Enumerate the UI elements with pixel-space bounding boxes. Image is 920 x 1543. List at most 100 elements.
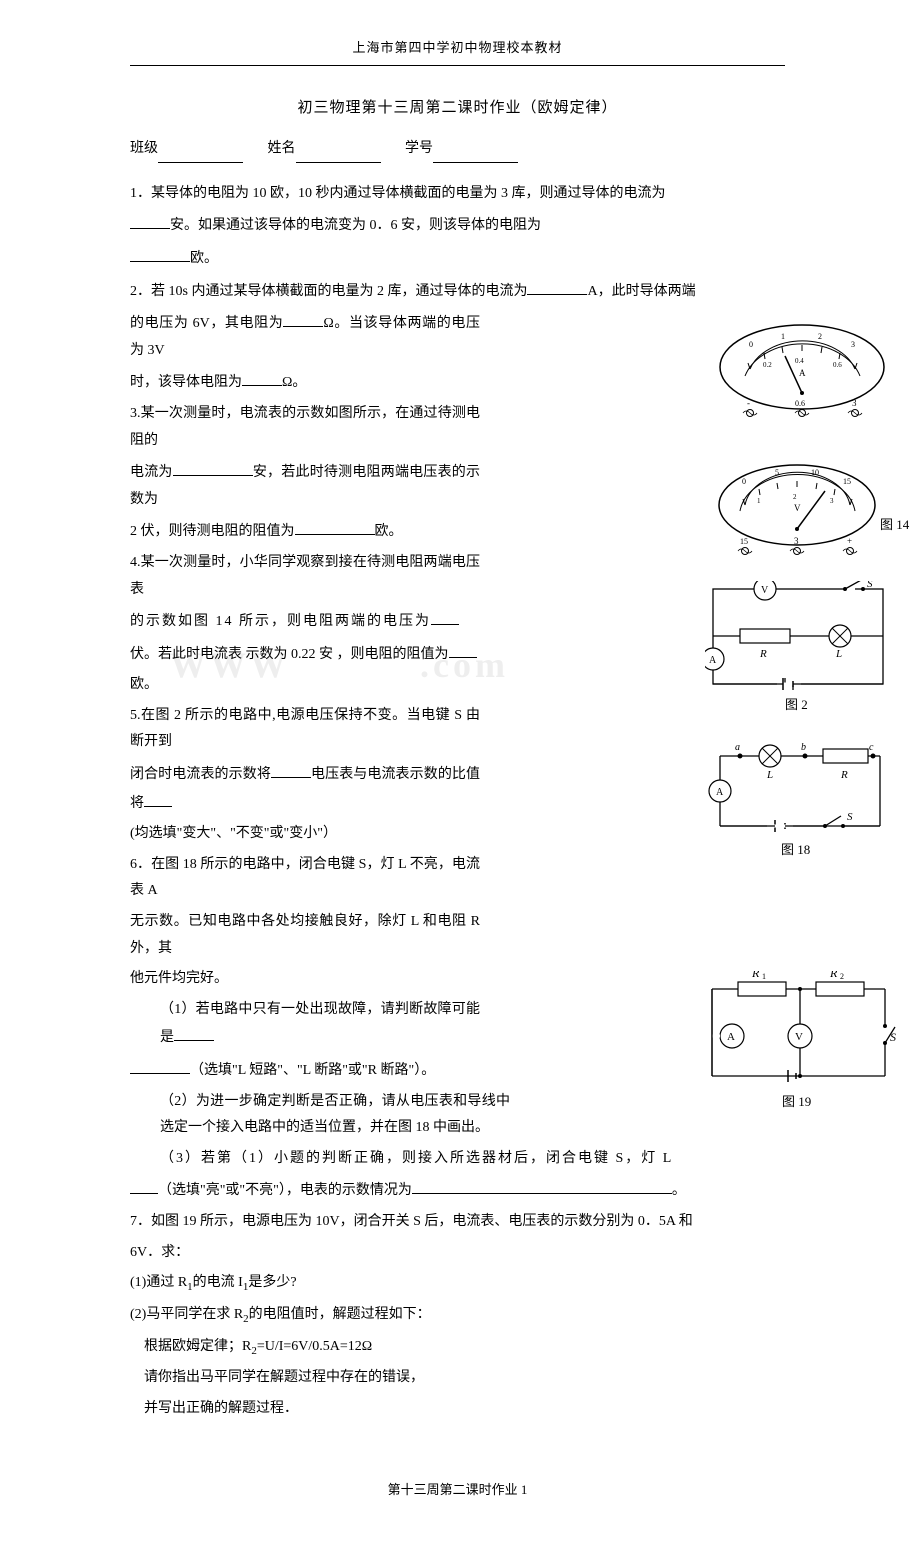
worksheet-title: 初三物理第十三周第二课时作业（欧姆定律） — [130, 94, 785, 123]
ammeter-unit: A — [799, 368, 806, 378]
name-blank[interactable] — [296, 145, 381, 163]
svg-text:V: V — [761, 585, 769, 596]
svg-text:10: 10 — [811, 468, 819, 477]
svg-text:R: R — [829, 971, 838, 980]
q7-line2: 6V．求： — [130, 1240, 480, 1267]
svg-text:L: L — [835, 648, 842, 660]
svg-text:0: 0 — [742, 477, 746, 486]
svg-text:S: S — [890, 1030, 896, 1044]
tick-3: 3 — [851, 340, 855, 349]
q3-line1: 3.某一次测量时，电流表的示数如图所示，在通过待测电阻的 — [130, 401, 480, 454]
q5-blank1[interactable] — [271, 760, 311, 778]
q1-line1: 1．某导体的电阻为 10 欧，10 秒内通过导体横截面的电量为 3 库，则通过导… — [130, 181, 785, 208]
q6-blank2[interactable] — [130, 1176, 158, 1194]
q6-sub3b: （选填"亮"或"不亮"），电表的示数情况为。 — [130, 1176, 785, 1205]
q7-line1: 7．如图 19 所示，电源电压为 10V，闭合开关 S 后，电流表、电压表的示数… — [130, 1209, 785, 1236]
tick-04: 0.4 — [795, 357, 804, 365]
q1-blank1[interactable] — [130, 211, 170, 229]
tick-2: 2 — [818, 332, 822, 341]
svg-text:V: V — [795, 1031, 803, 1043]
q7-sub3: 根据欧姆定律；R2=U/I=6V/0.5A=12Ω — [130, 1334, 480, 1362]
q2-blank3[interactable] — [242, 368, 282, 386]
svg-text:A: A — [709, 655, 717, 666]
q1-line3: 欧。 — [130, 244, 785, 273]
q5-line2: 闭合时电流表的示数将电压表与电流表示数的比值将 — [130, 760, 480, 817]
fig19-circuit: R1 R2 S A V 图 19 — [700, 971, 900, 1132]
svg-text:5: 5 — [775, 468, 779, 477]
content-area: 0 1 2 3 0.2 0.4 0.6 A - 0.6 3 — [130, 181, 785, 1423]
svg-text:c: c — [869, 742, 874, 753]
q6-sub3a: （3）若第（1）小题的判断正确，则接入所选器材后，闭合电键 S，灯 L — [130, 1146, 785, 1173]
q3-blank1[interactable] — [173, 458, 253, 476]
voltmeter-figure: 0 5 10 15 1 2 3 V 15 3 + 图 14 — [715, 459, 915, 570]
fig18-label: 图 18 — [781, 842, 810, 857]
name-label: 姓名 — [268, 141, 296, 156]
q6-sub2: （2）为进一步确定判断是否正确，请从电压表和导线中选定一个接入电路中的适当位置，… — [130, 1089, 510, 1142]
student-info-row: 班级 姓名 学号 — [130, 136, 785, 163]
q4-line3: 伏。若此时电流表 示数为 0.22 安 ，则电阻的阻值为 — [130, 640, 480, 669]
q3-blank2[interactable] — [295, 517, 375, 535]
q3-line3: 2 伏，则待测电阻的阻值为欧。 — [130, 517, 480, 546]
q7-sub1: (1)通过 R1的电流 I1是多少? — [130, 1270, 480, 1298]
tick-1: 1 — [781, 332, 785, 341]
q2-line3: 时，该导体电阻为Ω。 — [130, 368, 480, 397]
svg-text:b: b — [801, 742, 806, 753]
svg-text:R: R — [751, 971, 760, 980]
svg-text:1: 1 — [757, 497, 761, 505]
q2-line1: 2．若 10s 内通过某导体横截面的电量为 2 库，通过导体的电流为A，此时导体… — [130, 277, 785, 306]
q4-blank1[interactable] — [431, 607, 459, 625]
q3-line2: 电流为安，若此时待测电阻两端电压表的示数为 — [130, 458, 480, 513]
svg-text:0.6: 0.6 — [795, 399, 805, 408]
svg-text:A: A — [727, 1031, 735, 1043]
q1-blank2[interactable] — [130, 244, 190, 262]
q4-line1: 4.某一次测量时，小华同学观察到接在待测电阻两端电压表 — [130, 550, 480, 603]
svg-text:15: 15 — [843, 477, 851, 486]
ammeter-figure: 0 1 2 3 0.2 0.4 0.6 A - 0.6 3 — [715, 321, 890, 432]
q6-line1: 6．在图 18 所示的电路中，闭合电键 S，灯 L 不亮，电流表 A — [130, 852, 480, 905]
svg-text:3: 3 — [794, 536, 799, 546]
svg-text:a: a — [735, 742, 740, 753]
svg-text:1: 1 — [762, 972, 766, 981]
tick-02: 0.2 — [763, 361, 772, 369]
class-blank[interactable] — [158, 145, 243, 163]
q2-line2: 的电压为 6V，其电阻为Ω。当该导体两端的电压为 3V — [130, 309, 480, 364]
q6-blank3[interactable] — [412, 1176, 672, 1194]
svg-text:L: L — [766, 769, 773, 781]
svg-text:+: + — [847, 536, 852, 546]
q7-sub5: 并写出正确的解题过程． — [130, 1396, 480, 1423]
svg-text:15: 15 — [740, 537, 748, 546]
q5-line3: (均选填"变大"、"不变"或"变小"） — [130, 821, 480, 848]
q7-sub2: (2)马平同学在求 R2的电阻值时，解题过程如下： — [130, 1302, 480, 1330]
q1-line2: 安。如果通过该导体的电流变为 0．6 安，则该导体的电阻为 — [130, 211, 785, 240]
svg-text:3: 3 — [830, 497, 834, 505]
svg-text:3: 3 — [852, 398, 857, 408]
q5-line1: 5.在图 2 所示的电路中,电源电压保持不变。当电键 S 由断开到 — [130, 703, 480, 756]
svg-text:S: S — [867, 581, 873, 590]
svg-text:A: A — [716, 787, 724, 798]
class-label: 班级 — [130, 141, 158, 156]
fig2-label: 图 2 — [785, 697, 808, 712]
svg-text:R: R — [759, 648, 767, 660]
q4-line2: 的示数如图 14 所示，则电阻两端的电压为 — [130, 607, 480, 636]
svg-text:2: 2 — [793, 493, 797, 501]
fig18-circuit: a b c L R A S 图 18 — [705, 736, 895, 877]
fig14-label: 图 14 — [880, 517, 910, 532]
q6-line2: 无示数。已知电路中各处均接触良好，除灯 L 和电阻 R 外，其 — [130, 909, 480, 962]
q6-blank1b[interactable] — [130, 1056, 190, 1074]
q2-blank2[interactable] — [283, 309, 323, 327]
svg-text:-: - — [747, 398, 750, 408]
q5-blank2[interactable] — [144, 789, 172, 807]
q4-blank2[interactable] — [449, 640, 477, 658]
number-label: 学号 — [405, 141, 433, 156]
svg-text:S: S — [847, 811, 853, 823]
fig19-label: 图 19 — [782, 1094, 811, 1109]
q6-sub1: （1）若电路中只有一处出现故障，请判断故障可能是 — [130, 997, 480, 1052]
q4-line4: 欧。 — [130, 672, 480, 699]
tick-0: 0 — [749, 340, 753, 349]
voltmeter-unit: V — [794, 503, 801, 513]
q6-blank1[interactable] — [174, 1023, 214, 1041]
q2-blank1[interactable] — [527, 277, 587, 295]
svg-text:R: R — [840, 769, 848, 781]
q6-line3: 他元件均完好。 — [130, 966, 480, 993]
number-blank[interactable] — [433, 145, 518, 163]
